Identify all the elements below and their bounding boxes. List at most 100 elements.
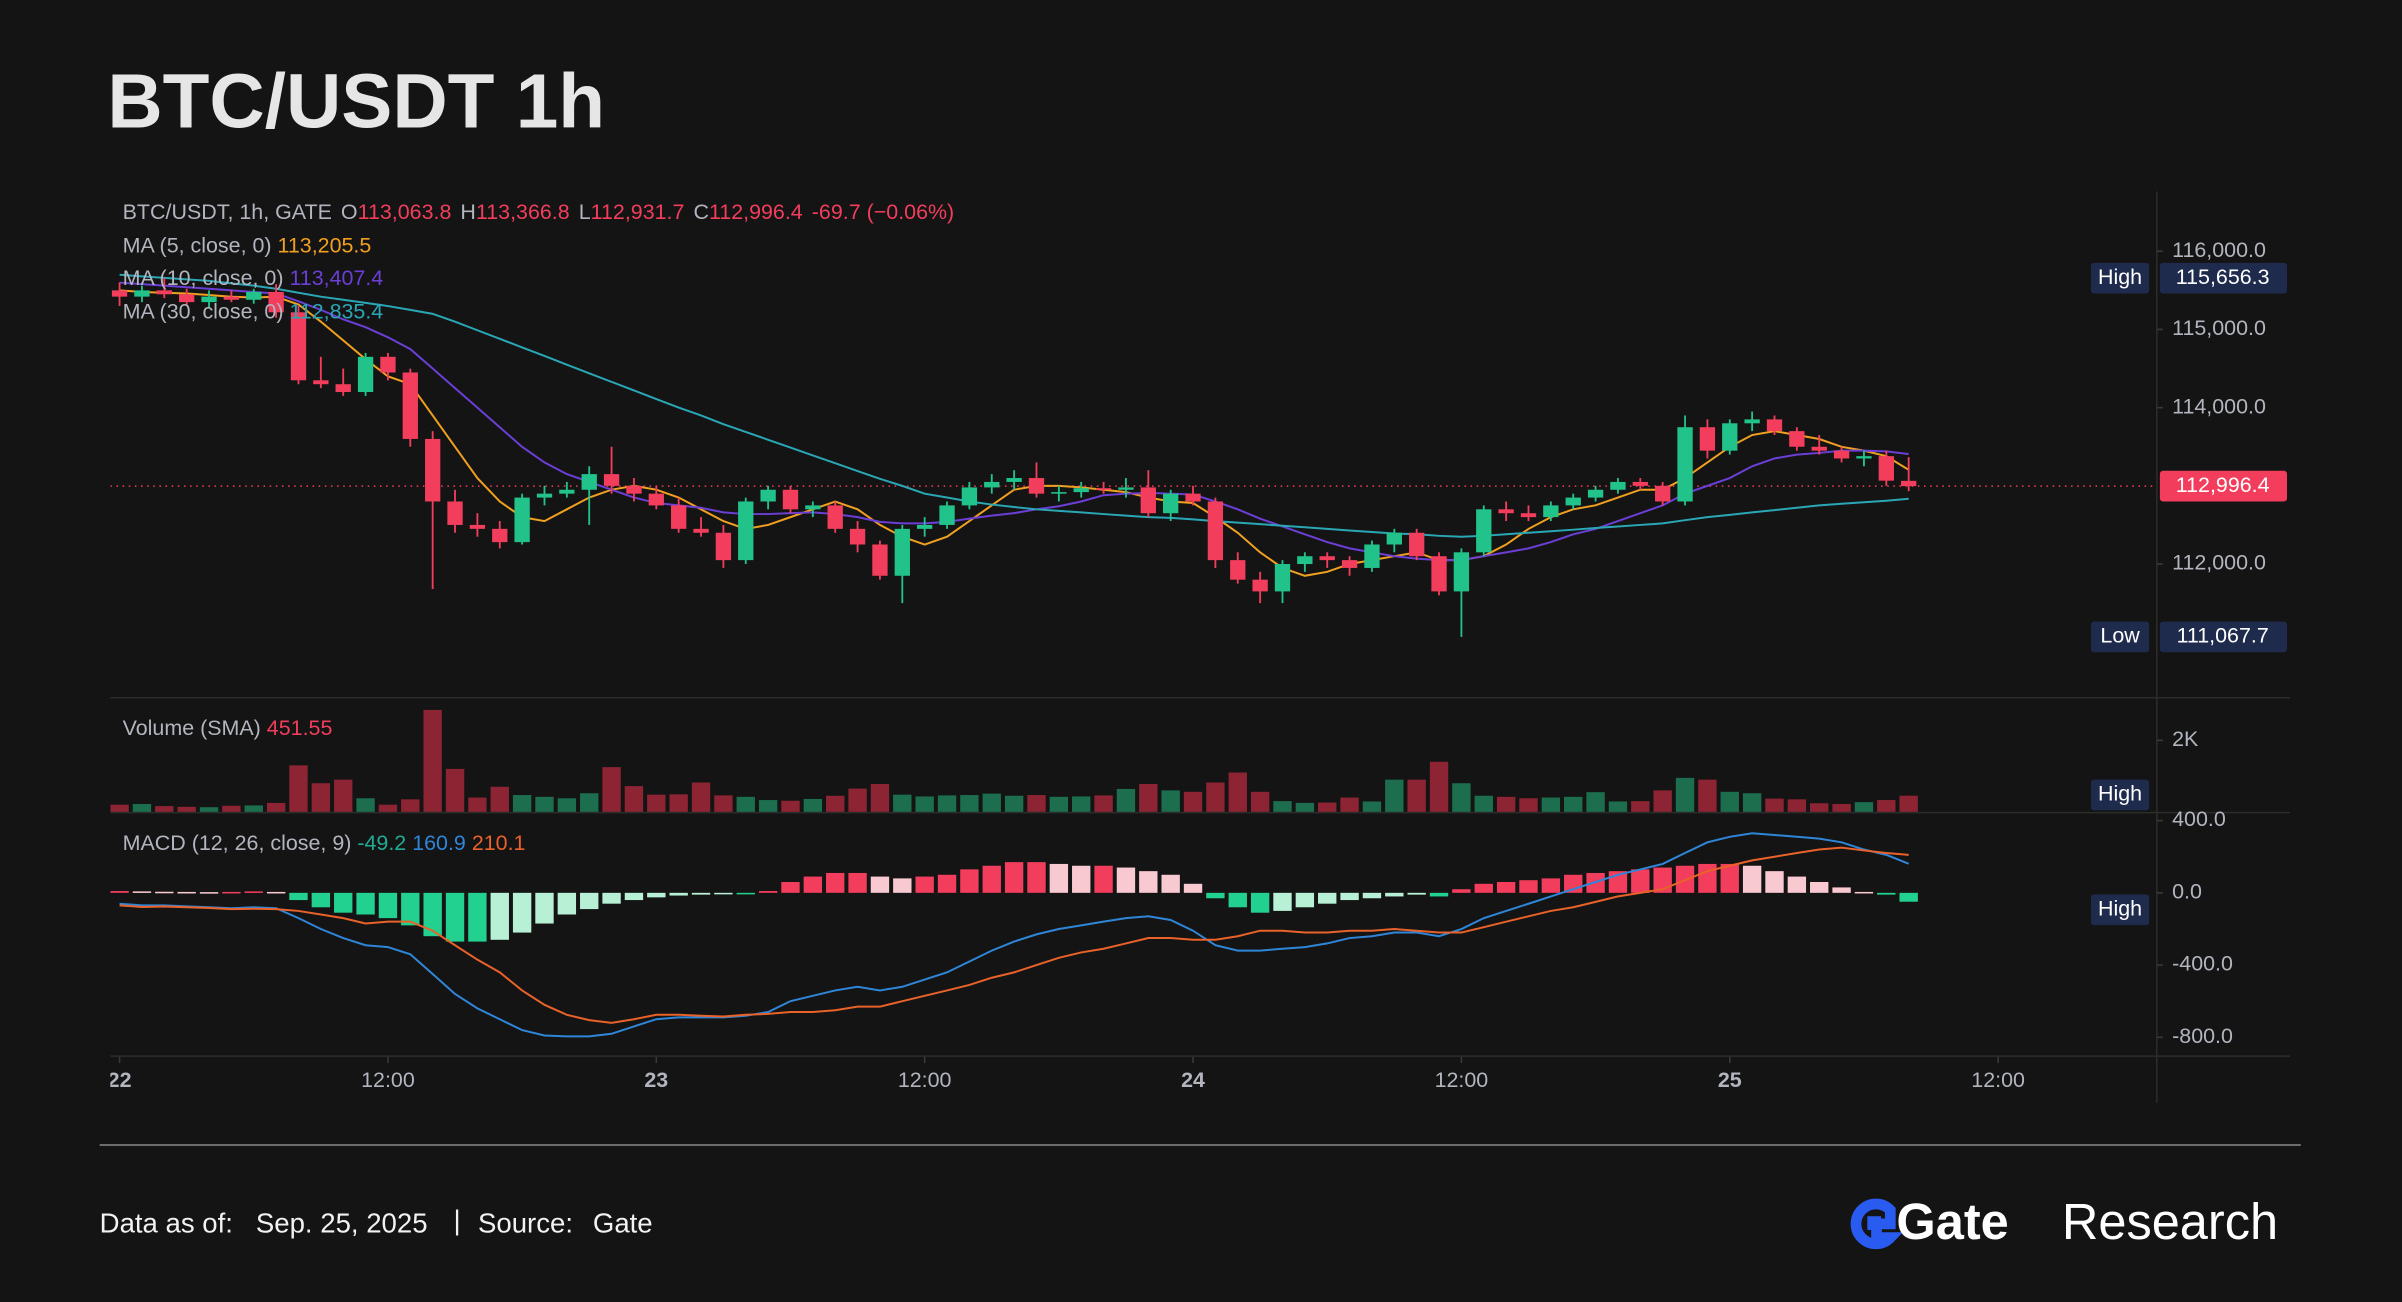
- macd-histogram-bar: [1452, 889, 1471, 893]
- volume-bar: [1295, 802, 1315, 812]
- ma-line: [119, 281, 1909, 562]
- volume-bar: [669, 794, 688, 812]
- footer-date: Sep. 25, 2025: [256, 1208, 428, 1239]
- candle-body: [1230, 560, 1246, 580]
- volume-bar: [1675, 777, 1695, 812]
- volume-bar: [132, 803, 152, 812]
- volume-bar: [1072, 796, 1091, 812]
- legend-name: MA (10, close, 0): [123, 265, 284, 289]
- badge-box: [2090, 894, 2150, 926]
- x-tick-label: 22: [108, 1068, 132, 1092]
- candle-body: [1766, 419, 1783, 432]
- macd-histogram-bar: [244, 891, 263, 893]
- brand-name: Gate: [1896, 1193, 2008, 1250]
- candle-body: [760, 489, 776, 502]
- candle-body: [380, 356, 396, 373]
- candle-body: [1409, 532, 1425, 557]
- macd-histogram-bar: [1139, 871, 1158, 893]
- candle-body: [514, 497, 530, 543]
- candle-body: [1833, 450, 1850, 459]
- badge-text: High: [2098, 897, 2142, 921]
- legend-ma: MA (30, close, 0) 112,835.4: [123, 299, 384, 323]
- macd-histogram-bar: [870, 876, 890, 893]
- volume-bar: [1385, 779, 1404, 812]
- candle-body: [1543, 505, 1559, 518]
- volume-bar: [512, 795, 532, 812]
- candle-body: [648, 493, 664, 506]
- legend-macd: MACD (12, 26, close, 9) -49.2 160.9 210.…: [123, 831, 526, 855]
- candle-body: [872, 544, 888, 576]
- candle-body: [671, 505, 687, 529]
- logo-icon: [1850, 1198, 1903, 1250]
- plot-area: 22 12:00 23 12:00 24 12:00 25 12:00: [108, 273, 2157, 1092]
- volume-bar: [826, 795, 845, 812]
- candle-body: [1163, 493, 1179, 514]
- badge-value-box: [2159, 621, 2288, 653]
- candle-body: [134, 290, 150, 297]
- macd-histogram-bar: [1228, 892, 1247, 908]
- volume-bar: [1161, 790, 1180, 812]
- badge-box: [2090, 262, 2150, 294]
- candle-body: [961, 487, 978, 506]
- volume-bar: [1608, 801, 1628, 812]
- volume-bar: [758, 800, 778, 812]
- candle-body: [1028, 478, 1045, 494]
- volume-bar: [266, 802, 286, 812]
- volume-bar: [1049, 796, 1069, 812]
- macd-histogram-bar: [1072, 865, 1091, 893]
- macd-histogram-bar: [1474, 883, 1493, 893]
- volume-bar: [311, 783, 331, 812]
- candle-body: [939, 505, 955, 525]
- volume-bar: [1698, 779, 1717, 812]
- candle-body: [268, 291, 284, 313]
- candle-body: [492, 528, 508, 543]
- candle-body: [246, 291, 262, 300]
- volume-bar: [647, 794, 666, 812]
- legend-key: H: [460, 200, 475, 224]
- y-tick-label: 112,000.0: [2172, 551, 2266, 575]
- macd-histogram-bar: [826, 872, 845, 893]
- x-tick-label: 24: [1181, 1068, 1205, 1092]
- legend-ohlc: BTC/USDT, 1h, GATE O113,063.8 H113,366.8…: [123, 200, 955, 224]
- legend-symbol: BTC/USDT, 1h, GATE: [123, 200, 332, 224]
- ma-line: [119, 273, 1909, 538]
- volume-bar: [557, 798, 577, 812]
- candle-body: [1878, 456, 1894, 481]
- macd-histogram-bar: [401, 892, 420, 926]
- legend-key: C: [693, 200, 708, 224]
- volume-bar: [1832, 803, 1851, 812]
- badge-box: [2090, 621, 2150, 653]
- candle-body: [357, 356, 374, 393]
- macd-histogram-bar: [915, 876, 934, 893]
- macd-histogram-bar: [1049, 863, 1069, 893]
- candle-body: [827, 505, 843, 529]
- macd-histogram-bar: [1877, 892, 1896, 895]
- volume-bar: [1273, 801, 1292, 812]
- macd-histogram-bar: [490, 892, 509, 940]
- macd-histogram-bar: [758, 891, 778, 893]
- macd-histogram-bar: [110, 891, 129, 893]
- volume-bar: [1653, 790, 1672, 812]
- macd-histogram-bar: [1496, 881, 1516, 893]
- macd-histogram-bar: [624, 892, 644, 901]
- volume-bar: [1854, 802, 1874, 812]
- macd-histogram-bar: [445, 892, 465, 942]
- legend-change-percent: (−0.06%): [867, 200, 955, 224]
- volume-bar: [1318, 802, 1337, 812]
- legend-value: 451.55: [267, 716, 333, 740]
- footer-label: Source:: [478, 1208, 573, 1239]
- candle-body: [782, 489, 799, 510]
- legend-value: -49.2: [357, 831, 406, 855]
- candle-body: [1901, 480, 1917, 487]
- candle-body: [156, 290, 172, 295]
- volume-bar: [624, 786, 644, 812]
- volume-bar: [1407, 779, 1426, 812]
- volume-bar: [1116, 788, 1136, 812]
- legend-key: O: [341, 200, 358, 224]
- badge-value-box: [2159, 262, 2288, 294]
- volume-bar: [1452, 783, 1471, 812]
- y-tick-label: -400.0: [2172, 952, 2233, 976]
- badge-text: High: [2098, 265, 2142, 289]
- volume-bar: [401, 799, 420, 812]
